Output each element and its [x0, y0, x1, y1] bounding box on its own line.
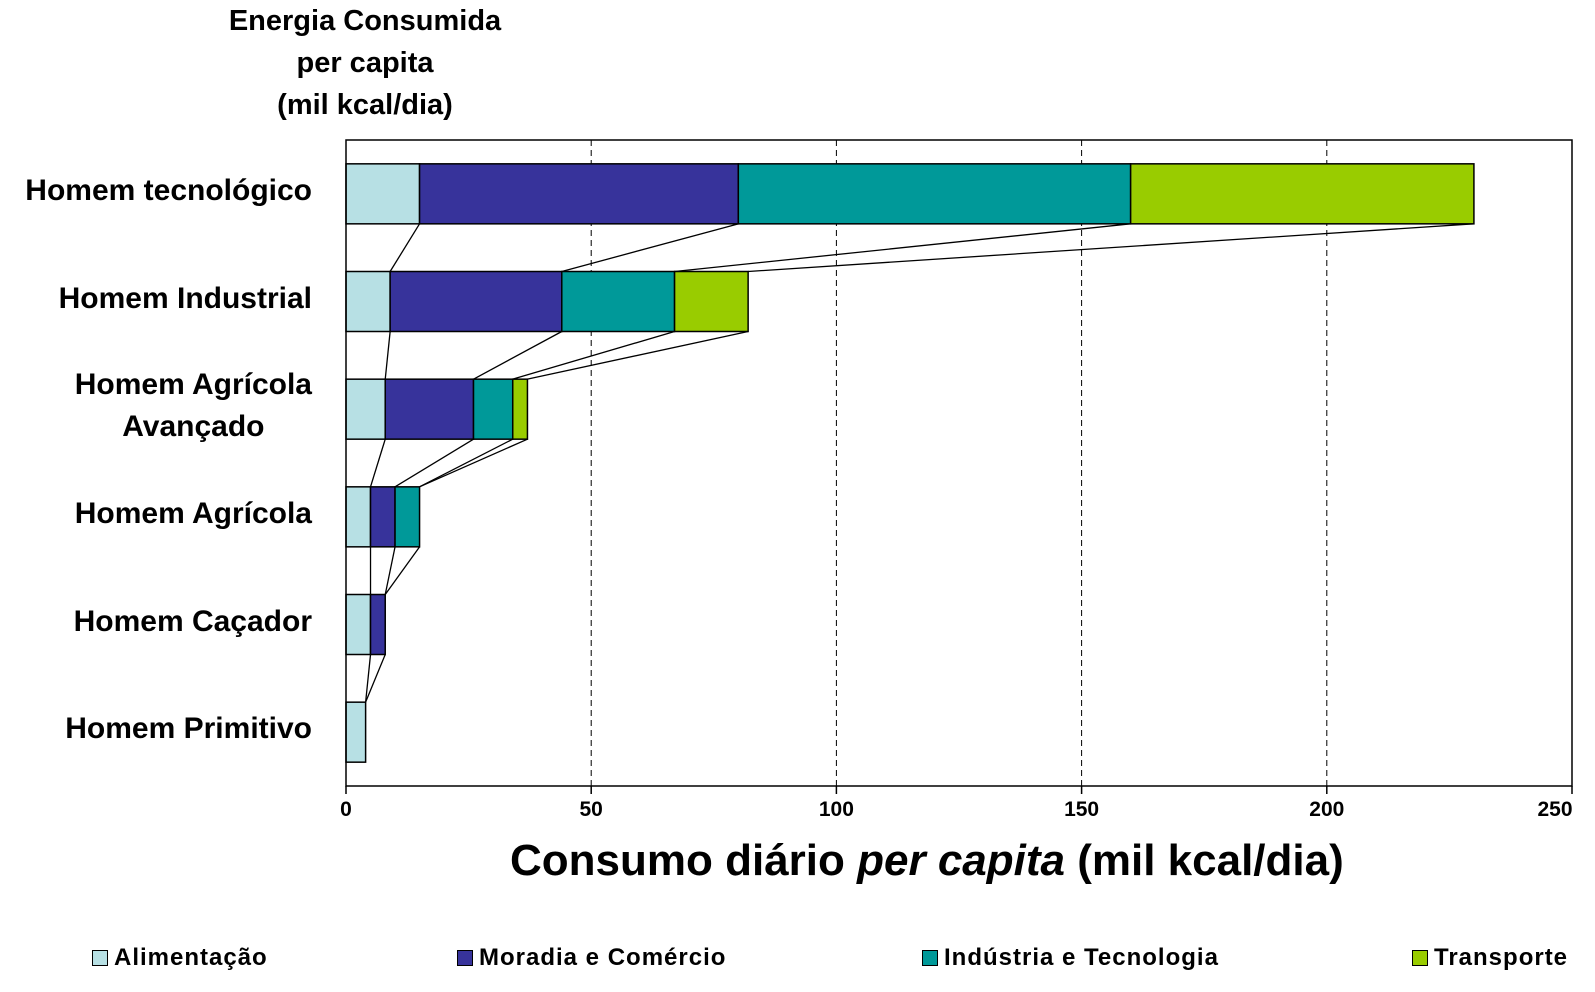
connector-line: [384, 546, 421, 595]
bar-segment: [511, 378, 529, 440]
grid-lines: [590, 140, 1328, 786]
legend-swatch: [92, 950, 108, 966]
category-label-line: Homem Primitivo: [65, 712, 312, 746]
bar-segment: [369, 486, 396, 548]
connector-line: [389, 223, 421, 272]
bar-segment: [472, 378, 514, 440]
x-axis-label: Consumo diário per capita (mil kcal/dia): [510, 836, 1344, 886]
legend-item: Alimentação: [92, 944, 268, 972]
x-axis-label-part1: Consumo diário: [510, 836, 858, 885]
connector-line: [527, 330, 749, 380]
legend-item: Moradia e Comércio: [457, 944, 726, 972]
category-label-line: Homem Caçador: [73, 604, 312, 638]
category-label-line: Homem Agrícola: [74, 368, 312, 402]
connector-line: [512, 330, 675, 380]
bar-segment: [345, 593, 372, 656]
bars: [345, 163, 1475, 763]
category-label: Homem Industrial: [59, 278, 312, 320]
bar-segment: [369, 593, 386, 656]
legend-label: Alimentação: [114, 944, 268, 971]
legend-item: Transporte: [1412, 944, 1568, 972]
category-label-line: Homem Industrial: [58, 281, 312, 315]
bar-segment: [418, 163, 740, 225]
connector-line: [748, 223, 1474, 273]
bar-segment: [384, 378, 475, 440]
legend-label: Transporte: [1434, 944, 1569, 971]
category-label: Homem tecnológico: [25, 170, 312, 212]
x-tick-label: 150: [1064, 798, 1100, 821]
connector-line: [419, 438, 528, 488]
category-label: Homem Primitivo: [65, 708, 312, 750]
bar-segment: [345, 378, 386, 440]
plot-area-border: [345, 139, 1573, 787]
category-label: Homem Caçador: [74, 601, 312, 643]
title-line-3: (mil kcal/dia): [277, 89, 453, 121]
connector-line: [384, 546, 396, 595]
connector-lines: [364, 223, 1474, 703]
connector-line: [364, 654, 372, 703]
category-label: Homem Agrícola: [75, 493, 312, 535]
category-label-line: Homem tecnológico: [25, 173, 312, 207]
connector-line: [394, 438, 474, 488]
bar-segment: [561, 270, 676, 333]
bar-segment: [394, 486, 421, 548]
connector-line: [419, 438, 514, 488]
x-tick-label: 200: [1309, 798, 1345, 821]
legend-item: Indústria e Tecnologia: [922, 944, 1219, 972]
category-label-line: Homem Agrícola: [74, 496, 312, 530]
legend-swatch: [1412, 950, 1428, 966]
connector-line: [365, 654, 386, 703]
x-tick-label: 250: [1537, 798, 1573, 821]
legend-swatch: [457, 950, 473, 966]
bar-segment: [1129, 163, 1475, 225]
bar-segment: [345, 163, 421, 225]
x-axis-label-part3: (mil kcal/dia): [1065, 836, 1344, 885]
category-label-line: Avançado: [122, 410, 265, 444]
title-line-2: per capita: [296, 47, 434, 79]
category-label: Homem Agrícola Avançado: [75, 364, 312, 448]
axes: [345, 139, 1573, 794]
x-tick-label: 50: [579, 798, 603, 821]
title-line-1: Energia Consumida: [228, 5, 502, 37]
x-axis-label-italic: per capita: [857, 836, 1065, 885]
x-tick-label: 100: [818, 798, 854, 821]
connector-line: [561, 223, 739, 273]
bar-segment: [389, 270, 563, 333]
bar-segment: [345, 701, 367, 763]
connector-line: [369, 438, 386, 488]
legend-swatch: [922, 950, 938, 966]
bar-segment: [345, 486, 372, 548]
connector-line: [473, 330, 563, 380]
legend-label: Indústria e Tecnologia: [944, 944, 1219, 971]
bar-segment: [737, 163, 1132, 225]
x-tick-label: 0: [340, 798, 352, 821]
legend-label: Moradia e Comércio: [479, 944, 727, 971]
connector-line: [674, 223, 1131, 273]
bar-segment: [345, 270, 391, 333]
bar-segment: [673, 270, 749, 333]
connector-line: [384, 331, 391, 380]
